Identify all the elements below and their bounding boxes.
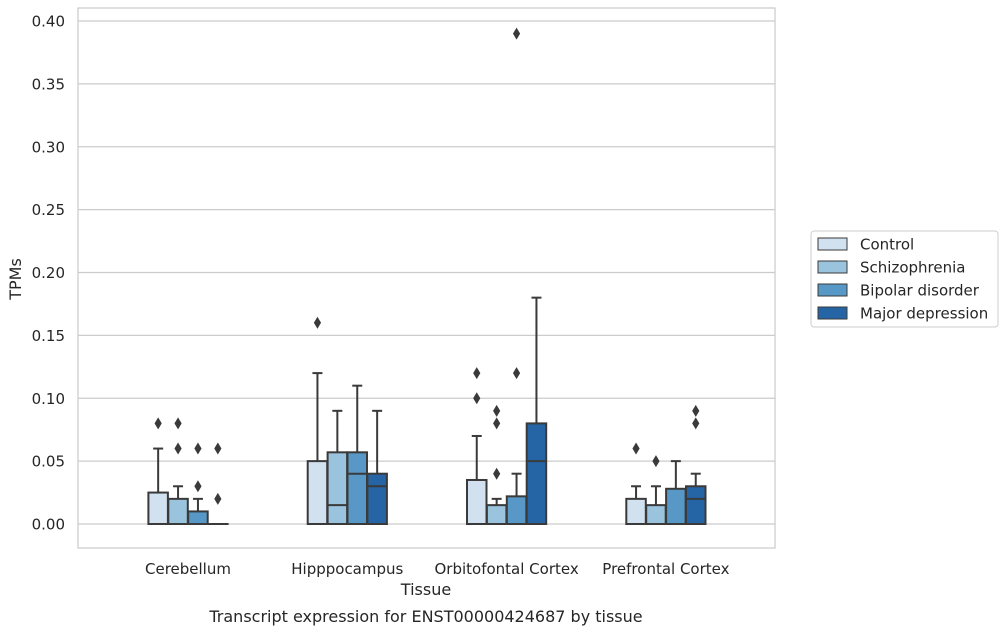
figure-caption: Transcript expression for ENST0000042468… [208, 607, 642, 626]
box-control [466, 367, 488, 525]
x-axis-title: Tissue [400, 580, 451, 599]
legend: Control Schizophrenia Bipolar disorder Majo… [810, 230, 999, 328]
box-bipolar-disorder [505, 27, 528, 525]
outlier-point [313, 316, 322, 329]
box-schizophrenia [645, 455, 667, 526]
outlier-point [493, 467, 501, 480]
outlier-point [154, 417, 162, 430]
outlier-point [174, 442, 182, 455]
x-tick-label: Cerebellum [145, 560, 231, 578]
x-tick-label: Prefrontal Cortex [602, 560, 729, 578]
outlier-point [214, 492, 222, 505]
outlier-point [652, 455, 660, 468]
box-major-depression [366, 409, 388, 526]
outlier-point [493, 404, 501, 417]
box-body [625, 497, 647, 526]
outlier-point [692, 417, 700, 430]
y-tick-label: 0.40 [32, 13, 65, 31]
outlier-point [473, 392, 481, 405]
outlier-point [194, 442, 202, 455]
box-schizophrenia [485, 404, 508, 526]
y-tick-label: 0.05 [32, 453, 65, 471]
box-body [645, 504, 667, 526]
box-body [187, 510, 209, 525]
y-tick-label: 0.20 [32, 264, 65, 282]
box-schizophrenia [326, 409, 349, 526]
box-body [167, 497, 189, 526]
box-bipolar-disorder [187, 442, 209, 525]
y-tick-label: 0.25 [32, 201, 65, 219]
box-major-depression [207, 442, 229, 526]
plot-frame [77, 7, 776, 549]
box-body [366, 472, 388, 526]
box-bipolar-disorder [346, 384, 368, 526]
box-control [306, 316, 329, 525]
y-tick-label: 0.30 [32, 138, 65, 156]
box-schizophrenia [167, 417, 189, 526]
box-control [147, 417, 169, 525]
x-tick-label: Hipppocampus [291, 560, 403, 578]
box-body [665, 487, 687, 526]
y-axis-title: TPMs [6, 258, 25, 301]
box-body [346, 451, 368, 526]
outlier-point [632, 442, 640, 455]
box-body [485, 504, 508, 526]
box-body [505, 495, 528, 525]
legend-swatch [817, 283, 848, 297]
box-body [525, 422, 548, 525]
outlier-point [493, 417, 501, 430]
box-plot-marks [147, 27, 707, 526]
gridlines [78, 20, 775, 525]
box-bipolar-disorder [665, 460, 687, 526]
box-body [306, 460, 329, 525]
legend-swatch [817, 306, 848, 320]
outlier-point [194, 480, 202, 493]
legend-label: Schizophrenia [860, 259, 965, 277]
y-tick-label: 0.35 [32, 75, 65, 93]
x-tick-labels: Cerebellum Hipppocampus Orbitofontal Corte… [145, 560, 730, 578]
legend-swatch [817, 237, 848, 251]
outlier-point [512, 27, 521, 40]
y-tick-label: 0.00 [32, 516, 65, 534]
outlier-point [473, 367, 481, 380]
box-body [326, 451, 349, 526]
outlier-point [692, 404, 700, 417]
outlier-point [174, 417, 182, 430]
box-control [625, 442, 647, 526]
legend-label: Major depression [860, 305, 988, 323]
y-tick-label: 0.10 [32, 390, 65, 408]
box-major-depression [525, 296, 548, 525]
outlier-point [214, 442, 222, 455]
legend-label: Bipolar disorder [860, 282, 980, 300]
box-major-depression [685, 404, 707, 525]
legend-frame [810, 230, 999, 328]
box-body [685, 485, 707, 525]
x-tick-label: Orbitofontal Cortex [434, 560, 578, 578]
y-tick-label: 0.15 [32, 327, 65, 345]
box-body [466, 478, 488, 525]
y-tick-labels: 0.00 0.05 0.10 0.15 0.20 0.25 0.30 0.35 0.40 [32, 13, 65, 534]
box-body [147, 491, 169, 525]
outlier-point [512, 367, 521, 380]
legend-label: Control [860, 236, 914, 254]
legend-swatch [817, 260, 848, 274]
